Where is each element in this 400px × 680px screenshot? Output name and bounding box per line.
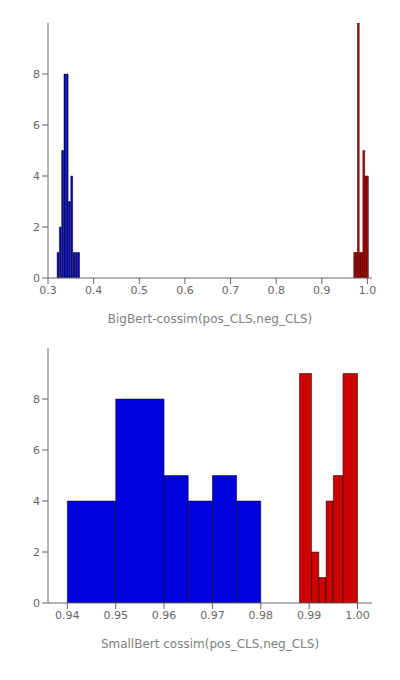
svg-text:BigBert-cossim(pos_CLS,neg_CLS: BigBert-cossim(pos_CLS,neg_CLS) <box>108 312 313 326</box>
svg-text:0.3: 0.3 <box>39 284 57 297</box>
svg-text:4: 4 <box>33 495 40 508</box>
svg-text:1.00: 1.00 <box>345 609 370 622</box>
svg-text:0: 0 <box>33 272 40 285</box>
svg-text:0.9: 0.9 <box>313 284 331 297</box>
svg-text:0.97: 0.97 <box>200 609 225 622</box>
svg-text:0: 0 <box>33 597 40 610</box>
svg-text:6: 6 <box>33 444 40 457</box>
svg-text:0.96: 0.96 <box>152 609 177 622</box>
svg-text:0.6: 0.6 <box>176 284 194 297</box>
svg-text:2: 2 <box>33 221 40 234</box>
svg-text:2: 2 <box>33 546 40 559</box>
svg-text:0.8: 0.8 <box>267 284 285 297</box>
svg-text:SmallBert cossim(pos_CLS,neg_C: SmallBert cossim(pos_CLS,neg_CLS) <box>101 637 319 651</box>
svg-text:0.99: 0.99 <box>297 609 322 622</box>
svg-text:4: 4 <box>33 170 40 183</box>
svg-text:0.98: 0.98 <box>249 609 274 622</box>
svg-text:6: 6 <box>33 119 40 132</box>
svg-text:8: 8 <box>33 393 40 406</box>
svg-text:0.4: 0.4 <box>85 284 103 297</box>
svg-text:0.94: 0.94 <box>55 609 80 622</box>
svg-text:8: 8 <box>33 68 40 81</box>
svg-text:1.0: 1.0 <box>359 284 377 297</box>
svg-text:0.95: 0.95 <box>103 609 128 622</box>
svg-text:0.5: 0.5 <box>131 284 149 297</box>
svg-text:0.7: 0.7 <box>222 284 240 297</box>
